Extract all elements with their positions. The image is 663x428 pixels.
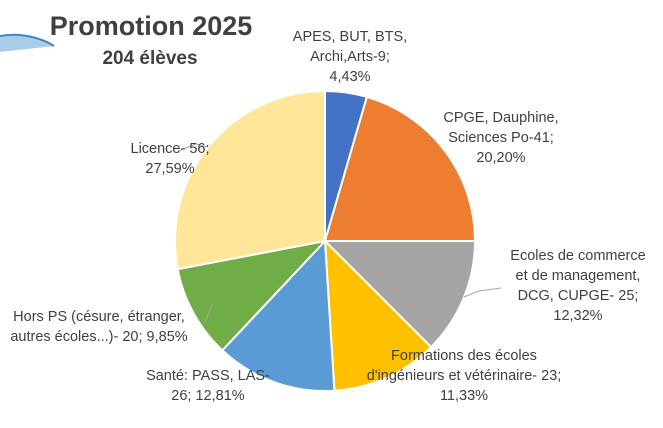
slice-label-line: autres écoles...)- 20; 9,85%: [10, 329, 188, 345]
slice-label-cpge-dauphine-sciences-po: CPGE, Dauphine, Sciences Po-41; 20,20%: [443, 108, 558, 168]
slice-label-ecoles-commerce: Ecoles de commerce et de management, DCG…: [510, 246, 645, 326]
pie-slice-ecoles-ingenieurs-veterinaire[interactable]: [324, 240, 433, 392]
slice-label-line: Santé: PASS, LAS-: [146, 368, 270, 384]
chart-subtitle: 204 élèves: [102, 48, 198, 69]
chart-title: Promotion 2025: [49, 11, 253, 41]
slice-label-line: Ecoles de commerce: [510, 248, 646, 264]
slice-label-apes-but-bts-archi-arts: APES, BUT, BTS, Archi,Arts-9; 4,43%: [293, 27, 407, 87]
pie: [174, 90, 476, 392]
slice-label-line: 26; 12,81%: [171, 388, 245, 404]
pie-slice-sante-pass-las[interactable]: [221, 240, 336, 392]
logo-swoosh-stroke: [0, 33, 55, 47]
leader-line-licence: [177, 143, 209, 152]
slice-label-line: Licence- 56;: [130, 141, 210, 157]
slice-label-line: CPGE, Dauphine,: [443, 110, 559, 126]
slice-label-line: et de management,: [515, 268, 641, 284]
leader-line-commerce: [463, 287, 502, 298]
slice-label-line: 11,33%: [439, 388, 489, 404]
pie-slice-licence[interactable]: [174, 90, 326, 271]
slice-label-line: 27,59%: [145, 161, 195, 177]
slice-label-line: 12,32%: [553, 308, 603, 324]
slice-label-line: Formations des écoles: [391, 348, 537, 364]
slice-label-licence: Licence- 56; 27,59%: [131, 139, 210, 179]
slice-label-line: APES, BUT, BTS,: [292, 29, 408, 45]
slice-label-ecoles-ingenieurs: Formations des écoles d'ingénieurs et vé…: [367, 346, 562, 406]
logo-swoosh-icon: [0, 33, 55, 52]
pie-slice-cpge-dauphine-sciences-po[interactable]: [324, 95, 476, 242]
slice-label-line: 20,20%: [476, 150, 526, 166]
slice-label-line: d'ingénieurs et vétérinaire- 23;: [366, 368, 562, 384]
slice-label-sante: Santé: PASS, LAS- 26; 12,81%: [146, 366, 270, 406]
leader-line-hors-ps: [204, 303, 213, 324]
slice-label-line: Sciences Po-41;: [448, 130, 554, 146]
slice-label-line: DCG, CUPGE- 25;: [517, 288, 639, 304]
slice-label-line: 4,43%: [329, 69, 371, 85]
pie-slice-hors-ps[interactable]: [176, 240, 326, 352]
slice-label-line: Archi,Arts-9;: [310, 49, 390, 65]
slice-label-line: Hors PS (césure, étranger,: [13, 309, 185, 325]
logo-swoosh-fill: [0, 35, 54, 52]
slice-label-hors-ps: Hors PS (césure, étranger, autres écoles…: [10, 307, 187, 347]
pie-slice-ecoles-commerce-management-dcg-cupge[interactable]: [324, 240, 476, 349]
